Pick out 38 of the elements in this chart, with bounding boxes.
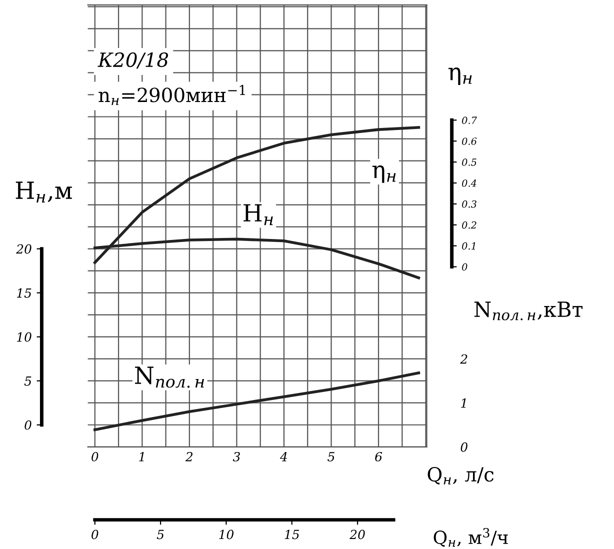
x2-tick-label: 10	[219, 530, 234, 540]
annotation: К20/18	[98, 52, 168, 69]
series-label: H$_{н}$	[244, 204, 273, 226]
x2-tick-label: 5	[156, 530, 164, 540]
y2-tick-label: 0	[462, 263, 468, 271]
y2-tick-label: 0.5	[462, 158, 476, 166]
x-tick-label: 1	[139, 452, 144, 462]
x-tick-label: 5	[328, 452, 334, 462]
annotation: n$_{н}$=2900мин$^{−1}$	[98, 84, 245, 106]
x-tick-label: 0	[92, 452, 98, 462]
x2-tick-label: 15	[284, 530, 300, 540]
y2-tick-label: 0.6	[462, 138, 477, 145]
x2-axis-title: Q$_{н}$, м$^{3}$/ч	[434, 528, 508, 547]
x-tick-label: 3	[232, 452, 240, 462]
series-label: η$_{н}$	[372, 165, 396, 183]
y-axis-title: H$_{н}$,м	[16, 182, 72, 203]
series-label: N$_{пол.н}$	[135, 366, 204, 388]
x-tick-label: 4	[280, 452, 288, 462]
x-tick-label: 2	[185, 452, 193, 462]
y2-tick-label: 0.2	[462, 221, 476, 229]
y2-tick-label: 0.3	[462, 200, 476, 208]
x2-tick-label: 0	[92, 530, 98, 540]
y3-tick-label: 2	[460, 354, 468, 364]
y2-tick-label: 0.4	[462, 179, 476, 187]
y-tick-label: 15	[16, 288, 32, 298]
x-axis-title: Q$_{н}$, л/с	[428, 466, 494, 485]
y3-tick-label: 0	[460, 442, 468, 452]
y-tick-label: 10	[16, 332, 32, 342]
y-tick-label: 0	[24, 420, 32, 430]
y-tick-label: 20	[16, 244, 32, 254]
y3-tick-label: 1	[461, 398, 466, 408]
y-tick-label: 5	[24, 376, 32, 386]
x2-tick-label: 20	[350, 530, 365, 540]
y2-axis-title: η$_{н}$	[448, 68, 472, 86]
x-tick-label: 6	[375, 452, 382, 462]
y3-axis-title: N$_{пол.н}$,кВт	[474, 302, 583, 320]
y2-tick-label: 0.7	[462, 116, 477, 124]
y2-tick-label: 0.1	[462, 242, 476, 250]
